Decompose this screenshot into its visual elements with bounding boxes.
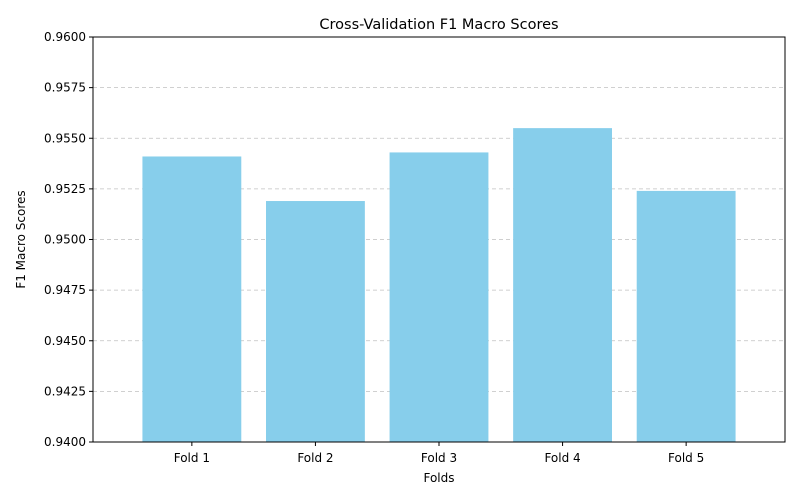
x-tick-label: Fold 5 bbox=[668, 451, 704, 465]
x-tick-label: Fold 1 bbox=[174, 451, 210, 465]
plot-frame bbox=[92, 36, 786, 443]
y-tick-label: 0.9525 bbox=[44, 182, 86, 196]
y-tick-label: 0.9450 bbox=[44, 334, 86, 348]
bar-fold-2 bbox=[266, 201, 365, 442]
y-tick-label: 0.9575 bbox=[44, 81, 86, 95]
y-tick-label: 0.9475 bbox=[44, 283, 86, 297]
y-tick-label: 0.9400 bbox=[44, 435, 86, 449]
x-tick-label: Fold 2 bbox=[297, 451, 333, 465]
y-tick-label: 0.9600 bbox=[44, 30, 86, 44]
y-axis-label: F1 Macro Scores bbox=[14, 190, 28, 288]
bar-fold-3 bbox=[389, 152, 489, 443]
bar-fold-4 bbox=[513, 128, 612, 442]
y-tick-label: 0.9425 bbox=[44, 384, 86, 398]
y-axis-ticks: 0.9400 0.9425 0.9450 0.9475 0.9500 0.9525 0.95… bbox=[44, 30, 93, 449]
bar-fold-5 bbox=[636, 190, 736, 442]
chart-title: Cross-Validation F1 Macro Scores bbox=[319, 17, 558, 33]
x-axis-label: Folds bbox=[423, 471, 454, 485]
bar-fold-1 bbox=[142, 156, 242, 442]
x-axis-ticks: Fold 1 Fold 2 Fold 3 Fold 4 Fold 5 bbox=[174, 442, 704, 465]
y-tick-label: 0.9550 bbox=[44, 131, 86, 145]
x-tick-label: Fold 3 bbox=[421, 451, 457, 465]
x-tick-label: Fold 4 bbox=[544, 451, 580, 465]
y-tick-label: 0.9500 bbox=[44, 233, 86, 247]
bars bbox=[142, 128, 736, 443]
